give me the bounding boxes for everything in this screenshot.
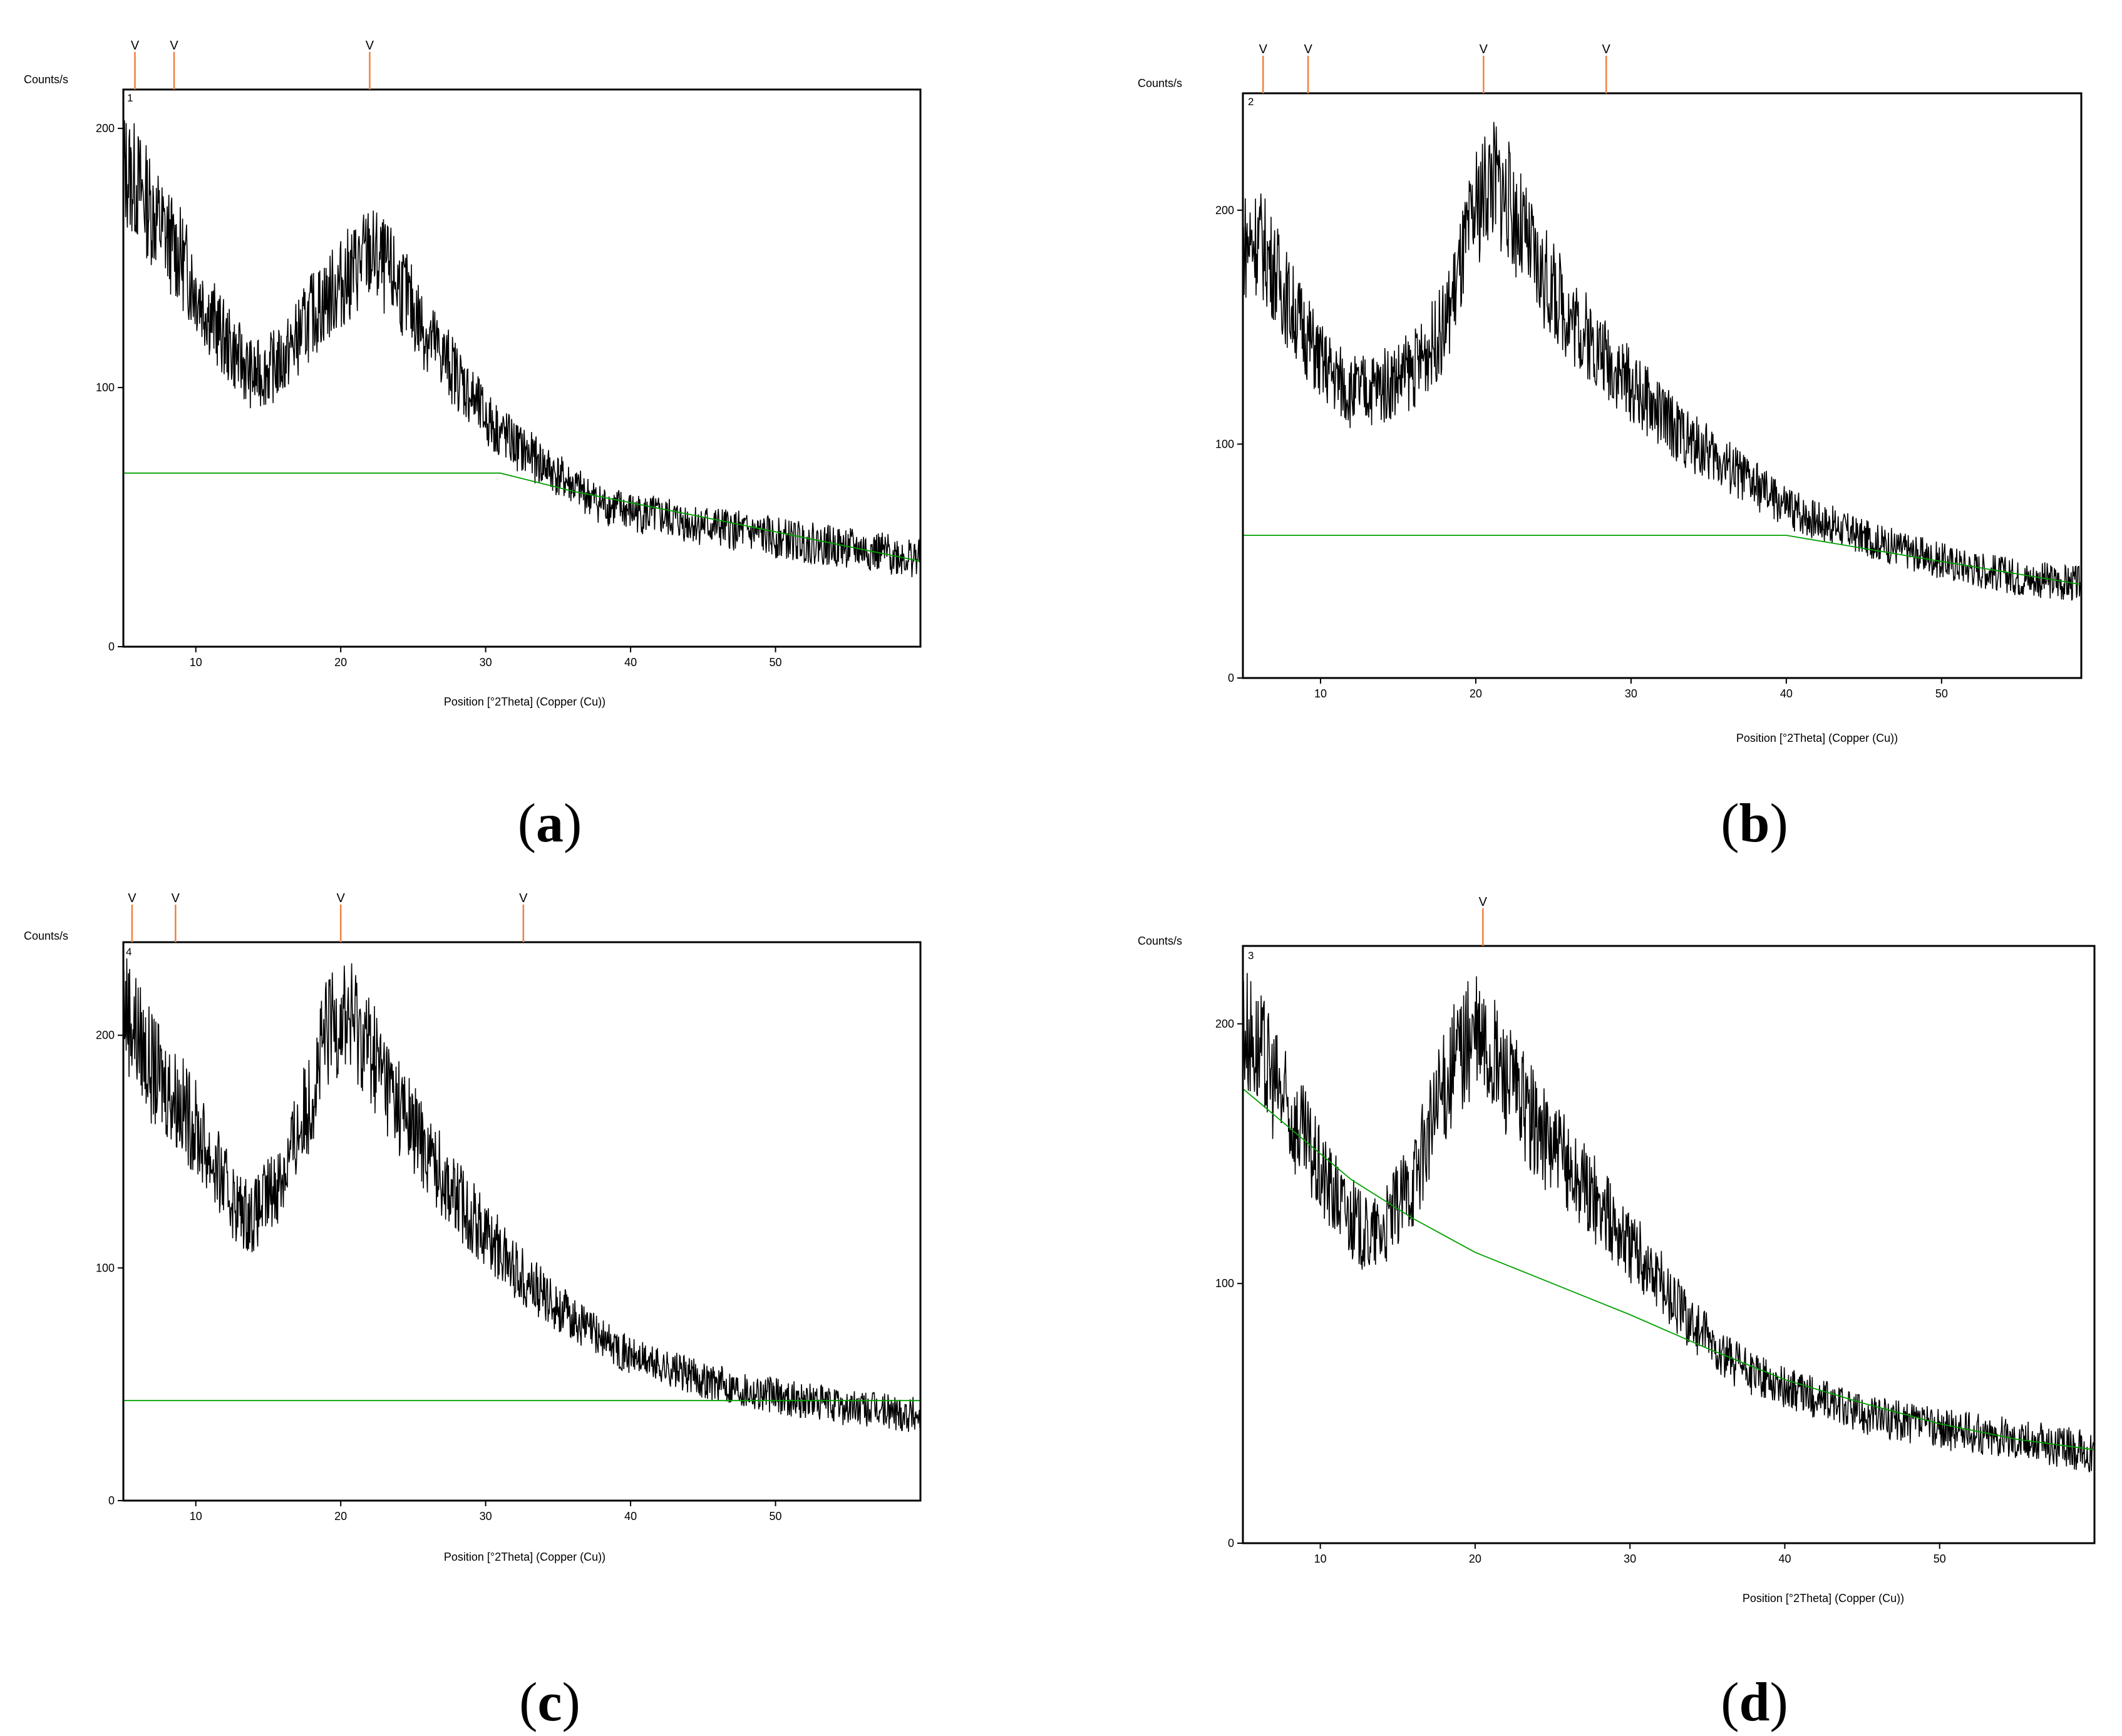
diffraction-trace xyxy=(1242,121,2082,601)
y-tick-label: 200 xyxy=(1215,204,1234,217)
peak-marker-symbol: V xyxy=(1304,43,1312,56)
diffraction-trace xyxy=(1242,973,2095,1472)
x-tick-label: 50 xyxy=(1935,687,1948,700)
peak-marker-symbol: V xyxy=(1259,43,1268,56)
diffraction-trace xyxy=(123,120,921,577)
x-axis-label: Position [°2Theta] (Copper (Cu)) xyxy=(1736,732,1898,744)
y-tick-label: 0 xyxy=(1228,1537,1234,1549)
plot-number-label: 3 xyxy=(1248,950,1254,962)
y-tick-label: 0 xyxy=(1228,672,1234,684)
x-tick-label: 40 xyxy=(624,656,637,669)
x-tick-label: 20 xyxy=(1469,1553,1481,1565)
caption-letter: d xyxy=(1739,1672,1770,1733)
y-tick-label: 200 xyxy=(96,122,115,135)
peak-marker-symbol: V xyxy=(337,891,346,905)
y-tick-label: 0 xyxy=(108,640,115,653)
y-axis-label: Counts/s xyxy=(24,930,69,942)
background-line xyxy=(123,472,921,562)
peak-marker-symbol: V xyxy=(366,39,374,53)
x-tick-label: 10 xyxy=(1314,687,1327,700)
plot-number-label: 4 xyxy=(126,946,132,958)
plot-number-label: 2 xyxy=(1248,96,1254,108)
x-tick-label: 10 xyxy=(1314,1553,1327,1565)
panel-caption: (d) xyxy=(1721,1672,1788,1733)
y-axis-label: Counts/s xyxy=(1138,77,1183,90)
x-tick-label: 50 xyxy=(770,656,782,669)
xrd-chart-d: 10 20 30 40 50 0 100 200 V xyxy=(1215,895,2096,1565)
x-tick-label: 40 xyxy=(624,1510,637,1523)
x-axis-label: Position [°2Theta] (Copper (Cu)) xyxy=(443,1551,606,1563)
y-tick-label: 100 xyxy=(96,381,115,394)
x-tick-label: 50 xyxy=(770,1510,782,1523)
x-tick-label: 40 xyxy=(1780,687,1793,700)
peak-marker-symbol: V xyxy=(1602,43,1611,56)
x-tick-label: 20 xyxy=(1470,687,1482,700)
peak-marker-symbol: V xyxy=(170,39,178,53)
plot-number-label: 1 xyxy=(127,92,133,104)
peak-marker-symbol: V xyxy=(1480,43,1488,56)
y-tick-label: 200 xyxy=(1215,1017,1234,1030)
background-line xyxy=(1242,1088,2095,1451)
x-tick-label: 30 xyxy=(480,656,492,669)
x-tick-label: 30 xyxy=(1624,1553,1636,1565)
y-tick-label: 100 xyxy=(1215,1277,1234,1290)
xrd-panel-d: 10 20 30 40 50 0 100 200 V Counts/s 3 Position [… xyxy=(1061,868,2122,1736)
xrd-panel-b: 10 20 30 40 50 0 100 200 V V V V Counts/s 2 Positio… xyxy=(1061,0,2122,868)
caption-letter: b xyxy=(1739,793,1770,854)
caption-letter: a xyxy=(536,793,564,854)
xrd-chart-c: 10 20 30 40 50 0 100 200 V V V V xyxy=(96,891,922,1523)
panel-caption: (a) xyxy=(517,793,582,854)
peak-marker-symbol: V xyxy=(1479,895,1488,909)
xrd-chart-a: 10 20 30 40 50 0 100 200 V V V xyxy=(96,39,922,669)
caption-letter: c xyxy=(537,1672,562,1733)
x-axis-label: Position [°2Theta] (Copper (Cu)) xyxy=(1742,1592,1905,1605)
x-tick-label: 30 xyxy=(1625,687,1637,700)
y-tick-label: 100 xyxy=(1215,438,1234,450)
x-tick-label: 20 xyxy=(334,1510,347,1523)
peak-marker-symbol: V xyxy=(519,891,528,905)
xrd-panel-a: 10 20 30 40 50 0 100 200 V V V Counts/s 1 Position… xyxy=(0,0,1061,868)
diffraction-trace xyxy=(123,958,921,1432)
y-tick-label: 100 xyxy=(96,1261,115,1274)
x-tick-label: 20 xyxy=(334,656,347,669)
x-tick-label: 10 xyxy=(190,656,202,669)
y-axis-label: Counts/s xyxy=(1138,935,1183,947)
plot-frame xyxy=(122,941,922,1502)
x-tick-label: 40 xyxy=(1778,1553,1791,1565)
x-tick-label: 50 xyxy=(1934,1553,1946,1565)
plot-frame xyxy=(1242,945,2096,1544)
plot-frame xyxy=(1242,92,2083,679)
panel-caption: (c) xyxy=(519,1672,580,1733)
y-tick-label: 0 xyxy=(108,1494,115,1507)
peak-marker-symbol: V xyxy=(128,891,136,905)
y-axis-label: Counts/s xyxy=(24,73,69,86)
x-tick-label: 10 xyxy=(190,1510,202,1523)
peak-marker-symbol: V xyxy=(172,891,180,905)
xrd-panel-c: 10 20 30 40 50 0 100 200 V V V V Counts/s 4 Positio… xyxy=(0,868,1061,1736)
background-line xyxy=(1243,535,2082,585)
xrd-chart-b: 10 20 30 40 50 0 100 200 V V V V xyxy=(1215,43,2083,700)
plot-frame xyxy=(122,88,922,648)
x-axis-label: Position [°2Theta] (Copper (Cu)) xyxy=(443,696,606,708)
y-tick-label: 200 xyxy=(96,1029,115,1042)
panel-caption: (b) xyxy=(1721,793,1788,854)
peak-marker-symbol: V xyxy=(131,39,140,53)
x-tick-label: 30 xyxy=(480,1510,492,1523)
